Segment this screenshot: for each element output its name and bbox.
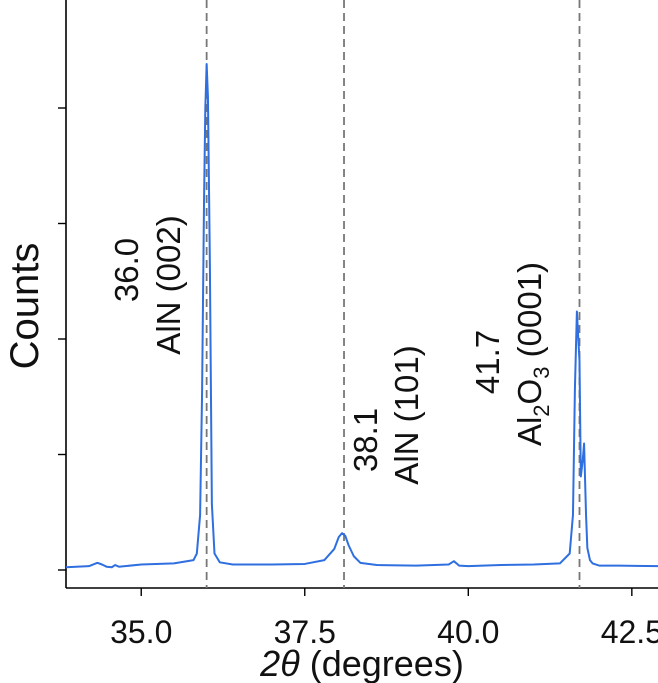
x-tick-label: 42.5 [601,614,658,650]
series-layer [65,63,658,569]
annotation-aln-002: 36.0 AlN (002) [108,215,187,354]
reference-lines-layer [205,0,581,588]
ticks-layer: 35.0 37.5 40.0 42.5 [58,107,658,650]
al2o3-o: O [511,379,548,405]
x-axis-label-unit: (degrees) [300,643,464,683]
al2o3-plane: (0001) [511,262,548,367]
annotation-aln-101-name: AlN (101) [388,345,425,484]
al2o3-sub-3: 3 [529,367,554,379]
annotation-al2o3-0001-value: 41.7 [469,330,506,394]
x-tick-label: 40.0 [437,614,499,650]
annotation-al2o3-0001: 41.7 Al2O3 (0001) [469,262,554,446]
annotation-aln-101: 38.1 AlN (101) [347,345,425,484]
x-axis-label-symbol: 2θ [259,643,300,683]
series-line [65,63,658,569]
x-tick-label: 37.5 [274,614,336,650]
x-tick-label: 35.0 [110,614,172,650]
annotation-aln-002-value: 36.0 [108,238,145,302]
y-axis-label: Counts [3,243,47,370]
annotation-aln-101-value: 38.1 [347,408,384,472]
x-axis-label: 2θ (degrees) [259,643,464,683]
annotation-al2o3-0001-name: Al2O3 (0001) [511,262,554,446]
al2o3-al: Al [511,417,548,446]
annotation-aln-002-name: AlN (002) [150,215,187,354]
al2o3-sub-2: 2 [529,404,554,416]
